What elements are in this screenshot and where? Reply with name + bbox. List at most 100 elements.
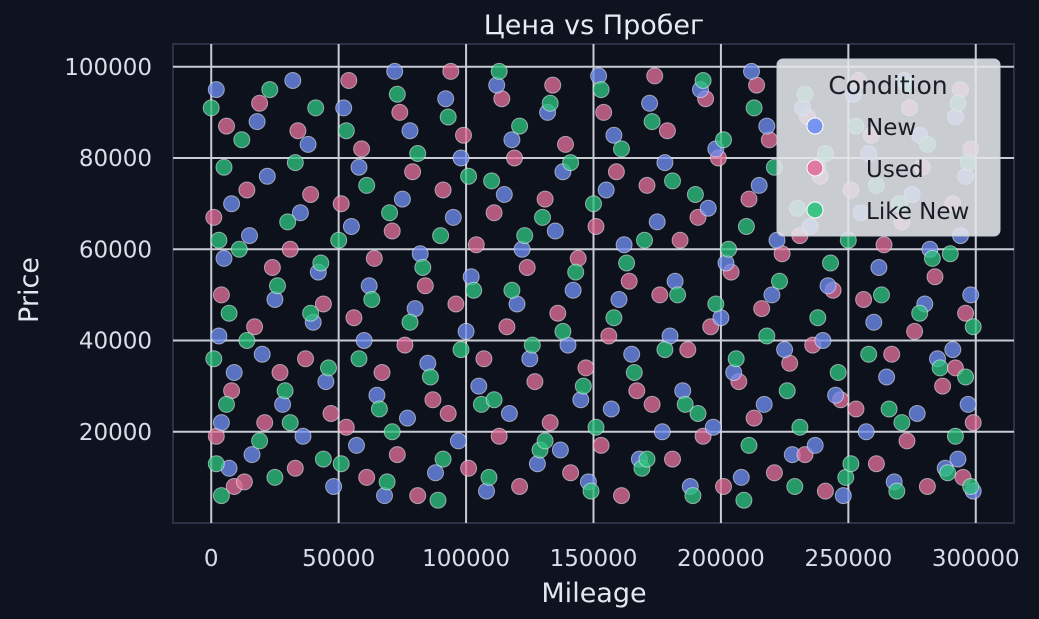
data-point-new xyxy=(656,154,674,172)
data-point-like-new xyxy=(964,318,982,336)
legend-marker xyxy=(806,159,824,177)
data-point-like-new xyxy=(554,322,572,340)
data-point-like-new xyxy=(434,450,452,468)
data-point-used xyxy=(898,432,916,450)
data-point-like-new xyxy=(829,364,847,381)
data-point-used xyxy=(358,468,376,486)
data-point-used xyxy=(613,487,630,505)
data-point-used xyxy=(562,464,580,482)
y-axis-label: Price xyxy=(14,257,45,323)
data-point-like-new xyxy=(337,122,355,140)
data-point-used xyxy=(251,94,269,112)
data-point-new xyxy=(546,222,564,240)
data-point-new xyxy=(949,450,967,468)
data-point-new xyxy=(908,405,926,422)
data-point-like-new xyxy=(307,99,325,117)
data-point-used xyxy=(345,309,363,327)
data-point-used xyxy=(286,459,304,477)
data-point-used xyxy=(816,482,834,500)
data-point-like-new xyxy=(562,154,580,172)
x-tick-label: 50000 xyxy=(302,546,375,572)
data-point-used xyxy=(518,259,536,276)
data-point-new xyxy=(284,72,302,89)
data-point-used xyxy=(490,427,508,445)
data-point-like-new xyxy=(350,350,368,368)
data-point-new xyxy=(325,478,343,495)
data-point-new xyxy=(294,427,312,445)
data-point-new xyxy=(732,468,750,486)
data-point-used xyxy=(646,67,664,85)
data-point-new xyxy=(763,286,781,304)
data-point-used xyxy=(628,382,646,400)
data-point-like-new xyxy=(269,277,286,295)
data-point-new xyxy=(253,345,271,363)
data-point-used xyxy=(745,409,763,427)
x-tick-label: 150000 xyxy=(550,546,638,572)
data-point-used xyxy=(964,414,982,432)
data-point-new xyxy=(243,446,261,464)
data-point-like-new xyxy=(643,113,661,131)
data-point-like-new xyxy=(735,491,753,509)
data-point-used xyxy=(212,286,230,304)
data-point-used xyxy=(526,373,544,391)
data-point-new xyxy=(615,236,633,254)
data-point-new xyxy=(449,432,467,450)
data-point-like-new xyxy=(822,254,839,272)
data-point-new xyxy=(241,227,258,245)
data-point-new xyxy=(513,240,531,258)
data-point-like-new xyxy=(302,304,320,322)
data-point-used xyxy=(434,181,452,199)
data-point-new xyxy=(225,364,243,381)
data-point-new xyxy=(743,62,760,80)
data-point-like-new xyxy=(523,336,541,354)
data-point-used xyxy=(388,446,406,464)
data-point-like-new xyxy=(860,345,878,363)
data-point-like-new xyxy=(946,427,964,445)
data-point-like-new xyxy=(771,272,788,290)
data-point-used xyxy=(577,359,595,377)
data-point-like-new xyxy=(279,213,297,231)
data-point-like-new xyxy=(625,364,643,381)
data-point-used xyxy=(592,436,610,454)
data-point-like-new xyxy=(941,245,959,263)
data-point-like-new xyxy=(939,464,957,482)
x-tick-label: 300000 xyxy=(932,546,1020,572)
data-point-new xyxy=(386,62,404,80)
data-point-new xyxy=(750,176,768,194)
data-point-like-new xyxy=(873,286,890,304)
data-point-used xyxy=(475,350,493,368)
data-point-new xyxy=(605,126,623,144)
data-point-like-new xyxy=(613,140,630,158)
legend: Condition New Used Like New xyxy=(776,58,1001,237)
data-point-like-new xyxy=(684,487,702,505)
data-point-new xyxy=(564,281,582,299)
data-point-new xyxy=(602,400,620,418)
data-point-like-new xyxy=(582,482,600,500)
data-point-new xyxy=(360,277,378,295)
data-point-new xyxy=(258,167,276,185)
data-point-new xyxy=(878,368,896,386)
data-point-like-new xyxy=(409,145,427,162)
data-point-used xyxy=(740,190,758,208)
data-point-new xyxy=(827,386,845,404)
data-point-like-new xyxy=(230,240,248,258)
data-point-new xyxy=(393,190,411,208)
data-point-new xyxy=(212,414,230,432)
data-point-new xyxy=(355,332,373,349)
data-point-new xyxy=(411,245,429,263)
data-point-like-new xyxy=(592,81,610,99)
data-point-new xyxy=(399,409,416,427)
data-point-new xyxy=(335,99,353,117)
legend-marker xyxy=(806,117,824,135)
data-point-used xyxy=(934,377,952,395)
x-tick-label: 200000 xyxy=(677,546,765,572)
x-tick-label: 100000 xyxy=(422,546,510,572)
data-point-like-new xyxy=(401,313,419,331)
data-point-like-new xyxy=(516,227,534,245)
data-point-like-new xyxy=(233,131,251,149)
data-point-new xyxy=(210,327,228,345)
data-point-used xyxy=(455,126,472,144)
data-point-used xyxy=(340,72,358,89)
data-point-used xyxy=(651,286,669,304)
data-point-used xyxy=(442,62,460,80)
